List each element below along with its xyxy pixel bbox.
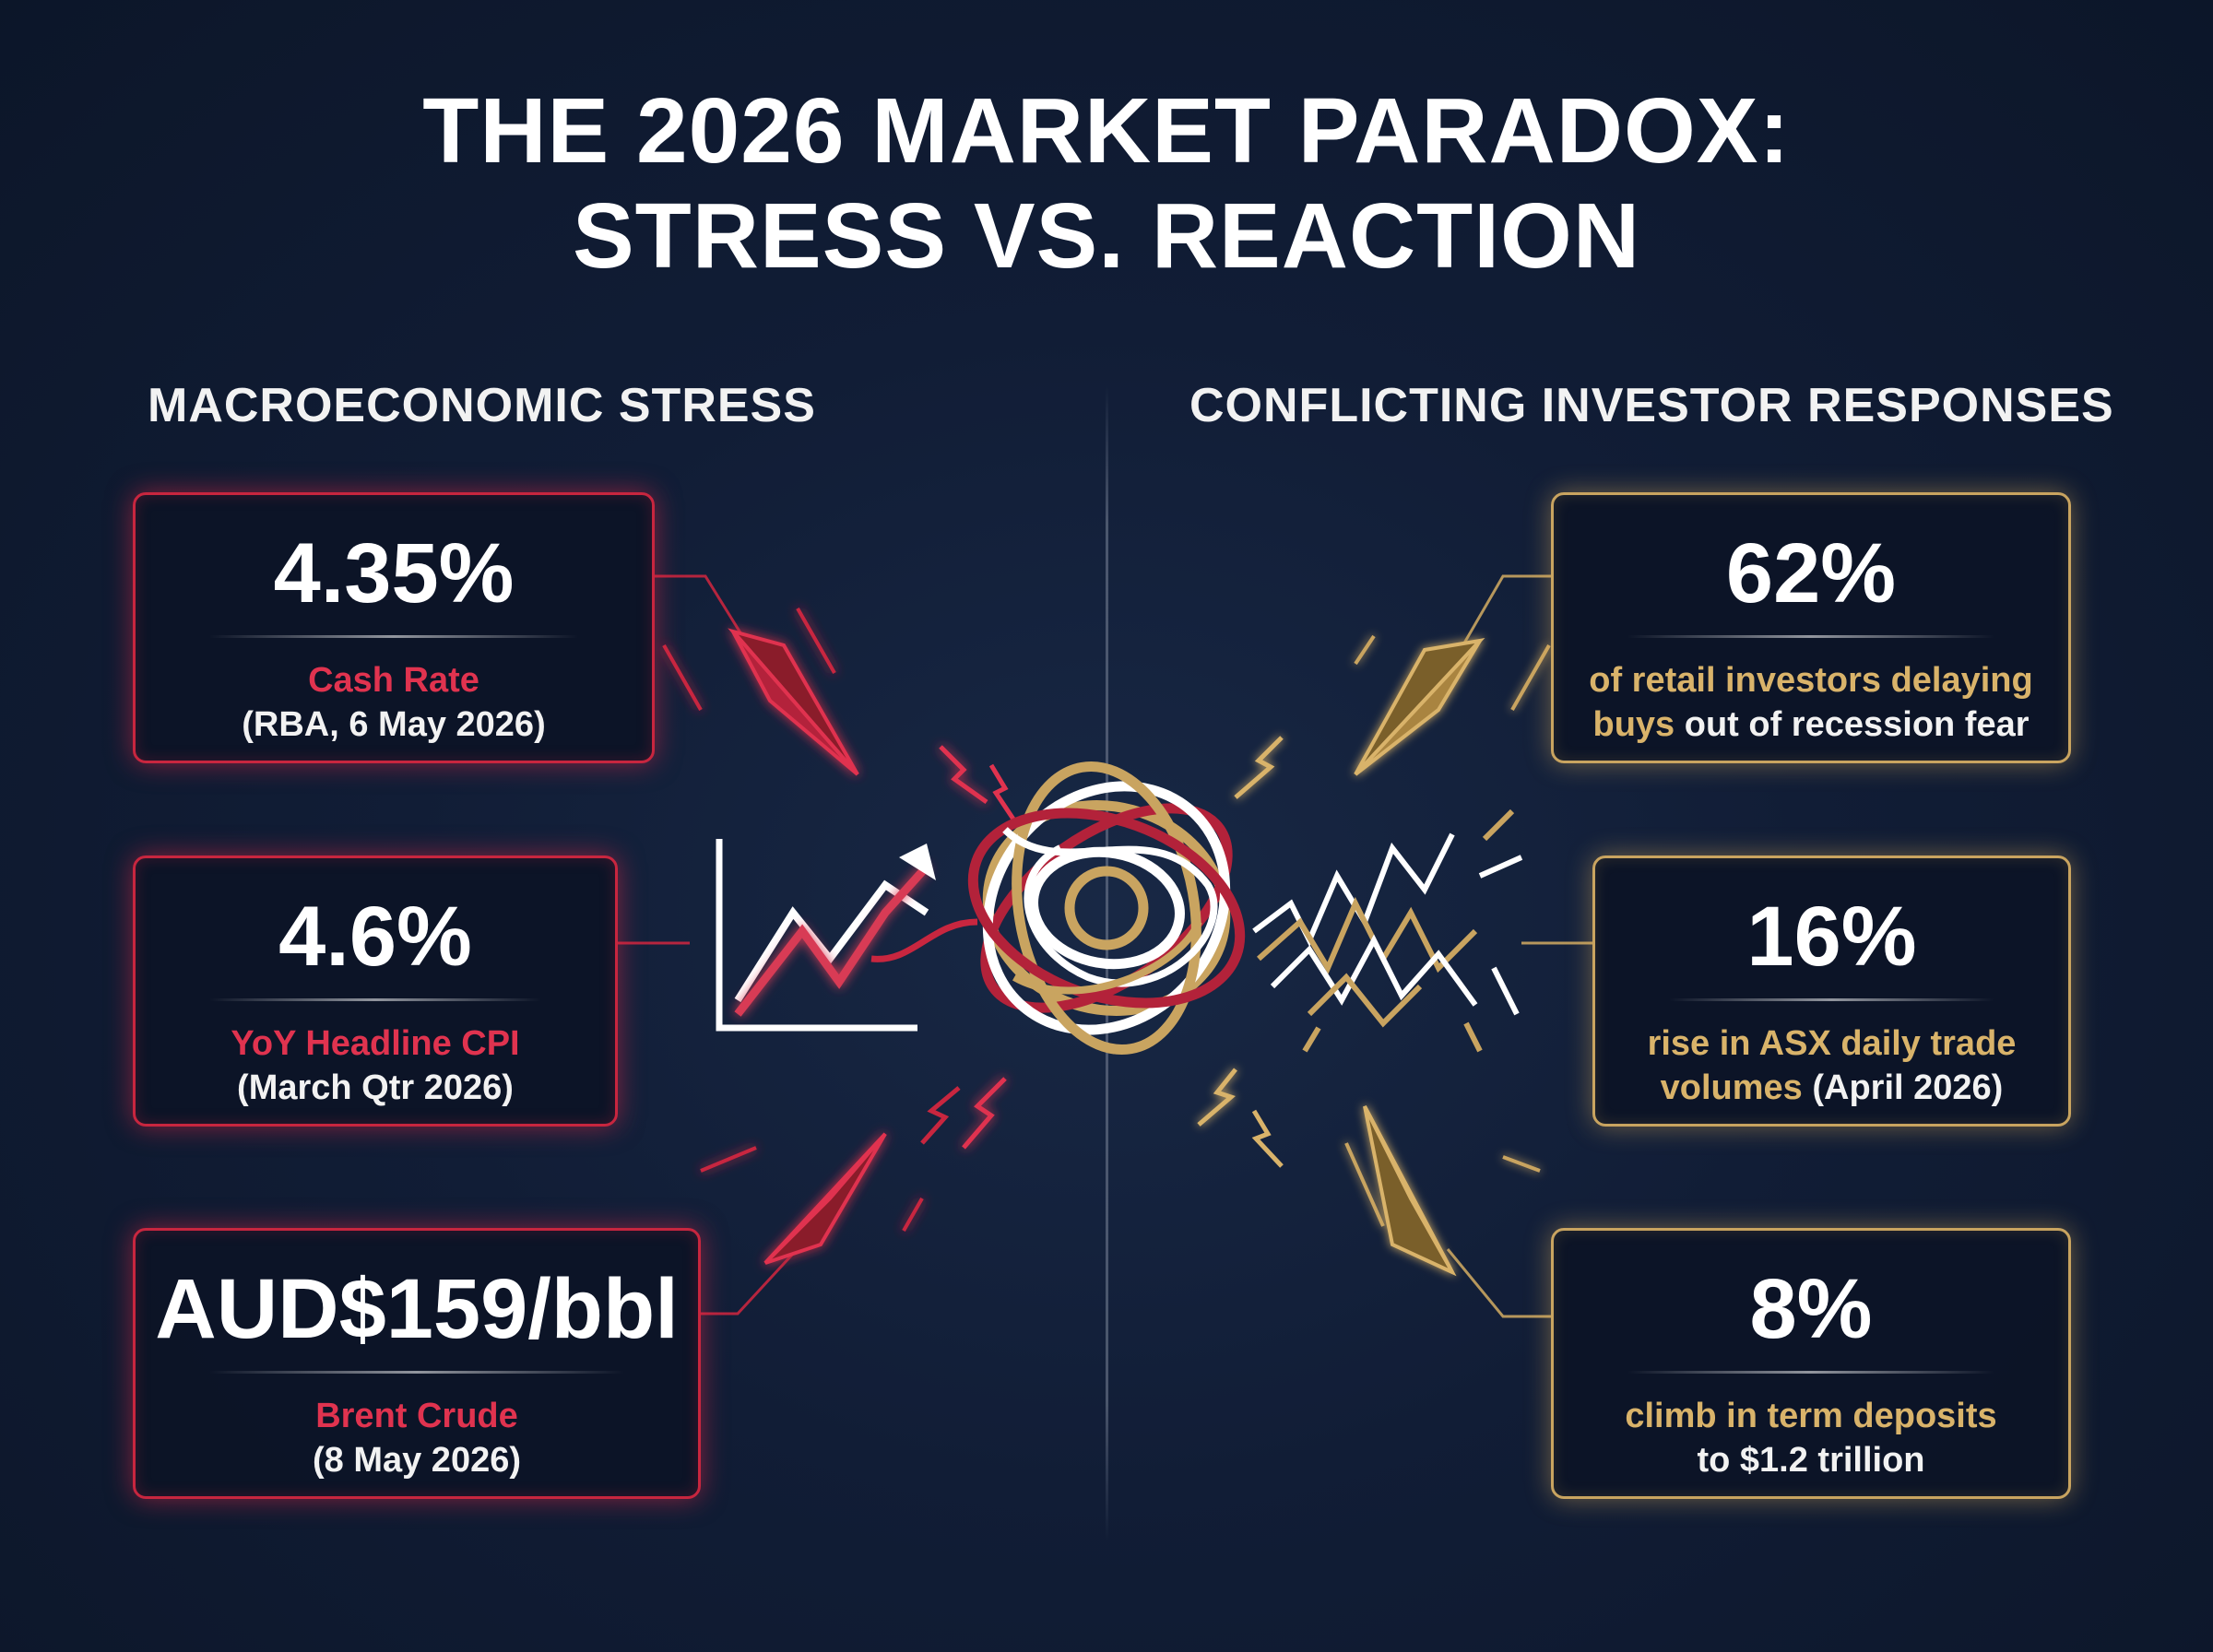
stat-description-line-1: climb in term deposits	[1625, 1397, 1997, 1435]
stat-detail: (March Qtr 2026)	[237, 1068, 514, 1107]
card-divider	[209, 635, 578, 638]
stat-highlight: volumes	[1660, 1068, 1803, 1107]
stat-description-rest: to $1.2 trillion	[1697, 1441, 1925, 1480]
card-divider	[209, 998, 541, 1001]
stat-card-asx-volumes: 16% rise in ASX daily trade volumes (Apr…	[1592, 856, 2071, 1127]
stat-description-line-1: rise in ASX daily trade	[1647, 1024, 2017, 1063]
right-connector-lines	[1446, 574, 1595, 1318]
lightning-bolt-icons	[920, 736, 1284, 1168]
card-divider	[209, 1371, 624, 1374]
tangled-knot-icon	[967, 761, 1246, 1056]
page-title-line-2: STRESS VS. REACTION	[572, 184, 1641, 288]
left-column-heading: MACROECONOMIC STRESS	[148, 379, 816, 432]
chaotic-lines-icon	[1252, 808, 1523, 1053]
stat-card-term-deposits: 8% climb in term deposits to $1.2 trilli…	[1551, 1228, 2071, 1499]
stat-description-rest: (April 2026)	[1802, 1068, 2004, 1107]
stat-detail: (RBA, 6 May 2026)	[242, 705, 546, 744]
stat-description-line-2: volumes (April 2026)	[1595, 1067, 2068, 1109]
card-divider	[1627, 1371, 1994, 1374]
stat-label: YoY Headline CPI	[231, 1024, 520, 1063]
stat-value: 4.6%	[278, 890, 472, 984]
page-title-line-1: THE 2026 MARKET PARADOX:	[422, 79, 1791, 183]
stat-label: Cash Rate	[308, 661, 479, 700]
stat-highlight: buys	[1592, 705, 1675, 744]
stat-description-line-1: of retail investors delaying	[1589, 661, 2033, 700]
stat-description-line-2: to $1.2 trillion	[1554, 1439, 2068, 1481]
stat-value: 8%	[1749, 1262, 1873, 1356]
red-arrow-shard-icons	[662, 608, 924, 1265]
stat-description-rest: out of recession fear	[1675, 705, 2030, 744]
stat-value: 4.35%	[273, 526, 515, 620]
stat-detail: (8 May 2026)	[312, 1441, 521, 1480]
stat-card-brent-crude: AUD$159/bbl Brent Crude (8 May 2026)	[133, 1228, 701, 1499]
right-column-heading: CONFLICTING INVESTOR RESPONSES	[1189, 379, 2114, 432]
stat-value: 16%	[1746, 890, 1917, 984]
stat-card-cash-rate: 4.35% Cash Rate (RBA, 6 May 2026)	[133, 492, 655, 763]
stat-description-line-2: buys out of recession fear	[1554, 703, 2068, 746]
card-divider	[1669, 998, 1994, 1001]
stat-value: 62%	[1725, 526, 1897, 620]
stat-value: AUD$159/bbl	[155, 1262, 679, 1356]
card-divider	[1627, 635, 1994, 638]
rising-chart-icon	[716, 839, 978, 1032]
stat-card-retail-delay: 62% of retail investors delaying buys ou…	[1551, 492, 2071, 763]
gold-arrow-shard-icons	[1344, 634, 1551, 1277]
stat-label: Brent Crude	[315, 1397, 518, 1435]
stat-card-cpi: 4.6% YoY Headline CPI (March Qtr 2026)	[133, 856, 618, 1127]
